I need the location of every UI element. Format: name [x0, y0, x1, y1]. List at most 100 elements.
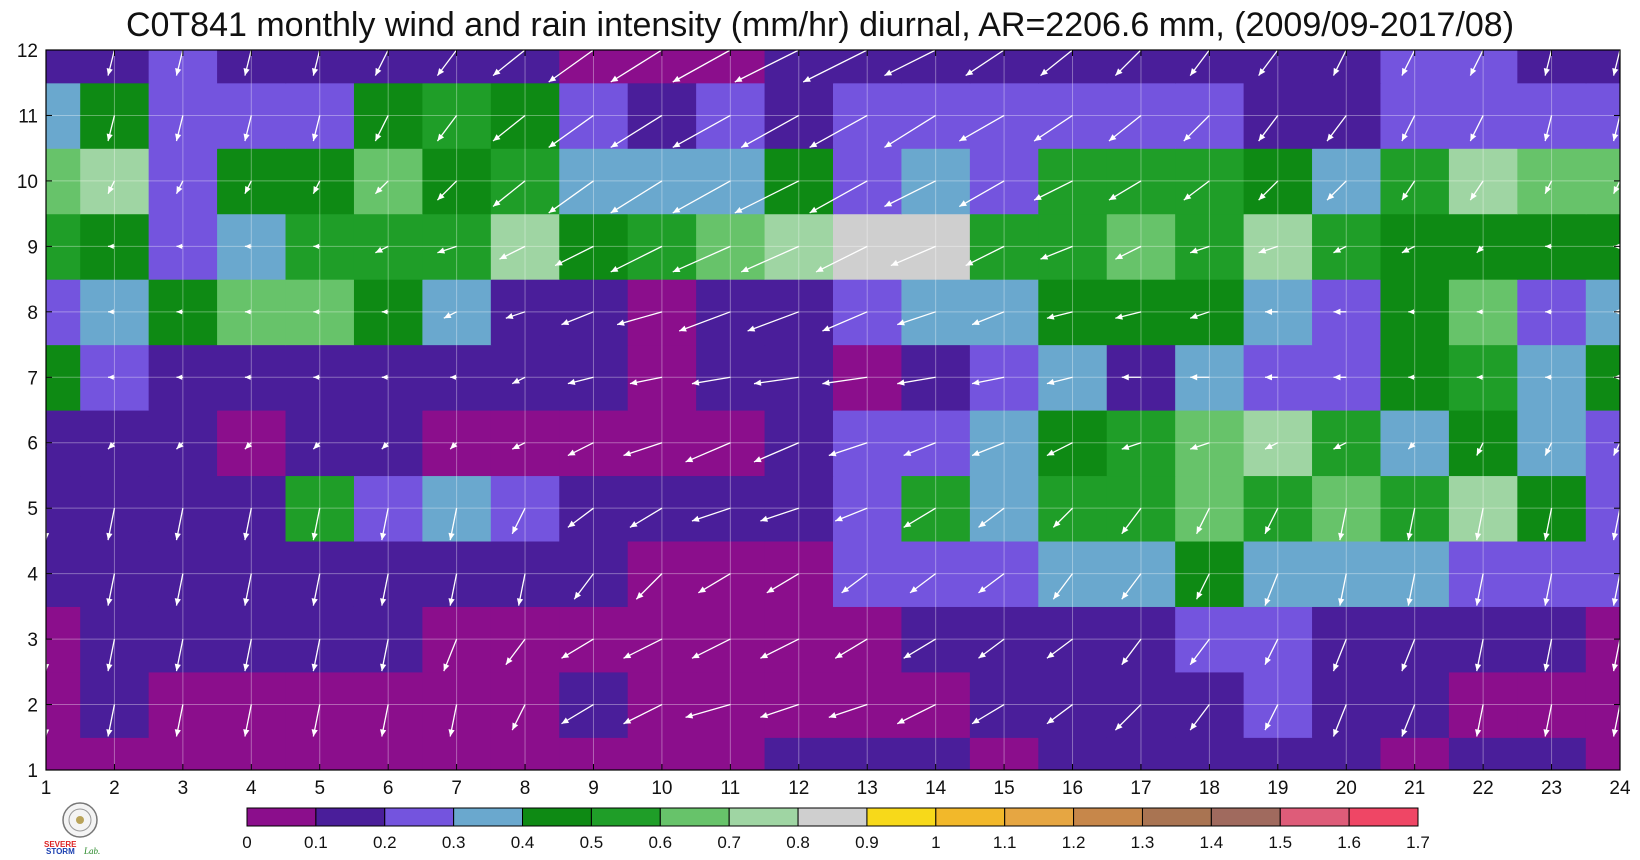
wind-arrow [567, 507, 594, 528]
intensity-cell [627, 606, 697, 673]
wind-arrow [1326, 115, 1347, 142]
colorbar-swatch [659, 807, 730, 827]
wind-arrow [903, 442, 936, 457]
colorbar-label: 1.6 [1337, 833, 1361, 852]
seal-inner-ring [68, 808, 92, 832]
intensity-cell [627, 344, 697, 411]
wind-arrow [573, 573, 594, 600]
wind-arrow [449, 441, 458, 450]
intensity-cell [1038, 82, 1108, 149]
wind-arrow [40, 309, 46, 314]
wind-arrow [561, 311, 594, 326]
wind-arrow [760, 638, 800, 659]
x-tick-label: 24 [1609, 778, 1631, 799]
wind-arrow [909, 573, 937, 594]
y-tick-label: 6 [27, 434, 38, 455]
x-tick-label: 11 [720, 778, 740, 799]
wind-arrow [1469, 115, 1484, 142]
colorbar-label: 1.2 [1062, 833, 1086, 852]
intensity-cell [1038, 344, 1108, 411]
intensity-cell [969, 671, 1039, 738]
wind-arrow [548, 180, 594, 214]
wind-arrow [1401, 638, 1416, 672]
wind-arrow [381, 441, 389, 450]
wind-arrow [958, 180, 1005, 208]
wind-arrow [623, 442, 663, 457]
wind-arrow [243, 115, 252, 142]
wind-arrow [971, 376, 1005, 386]
wind-arrow [828, 703, 868, 719]
wind-arrow [691, 638, 731, 659]
wind-arrow [1401, 115, 1416, 142]
wind-arrow [672, 50, 731, 83]
intensity-cell [1380, 344, 1450, 411]
x-tick-label: 22 [1473, 778, 1494, 799]
x-tick-label: 18 [1199, 778, 1220, 799]
intensity-cell [80, 213, 150, 280]
wind-arrow [374, 180, 389, 195]
intensity-cell [353, 344, 423, 411]
wind-arrow [1114, 50, 1142, 77]
intensity-cell [1175, 213, 1245, 280]
colorbar-swatch [1210, 807, 1281, 827]
intensity-cell [80, 279, 150, 346]
wind-arrow [635, 573, 663, 600]
intensity-cell [1448, 279, 1518, 346]
wind-arrow [174, 508, 184, 541]
intensity-cell [490, 148, 560, 215]
wind-arrow [107, 441, 116, 450]
intensity-cell [46, 737, 81, 770]
intensity-cell [1175, 344, 1245, 411]
wind-vectors [40, 50, 1620, 770]
wind-arrow [1326, 180, 1347, 201]
wind-arrow [1115, 245, 1142, 260]
colorbar-label: 1.4 [1200, 833, 1224, 852]
wind-arrow [1475, 704, 1484, 737]
wind-arrow [822, 311, 868, 332]
wind-arrow [610, 50, 663, 83]
wind-arrow [1033, 114, 1073, 142]
wind-arrow [46, 639, 50, 672]
intensity-cell [559, 410, 629, 477]
intensity-cell [696, 475, 766, 542]
intensity-cell [559, 344, 629, 411]
wind-arrow [672, 114, 731, 149]
wind-arrow [1543, 508, 1553, 541]
wind-arrow [1543, 573, 1553, 606]
intensity-cell [422, 279, 492, 346]
wind-arrow [1333, 245, 1347, 254]
wind-arrow [46, 50, 47, 53]
wind-arrow [1258, 180, 1279, 201]
intensity-cell [833, 671, 903, 738]
wind-arrow [311, 50, 321, 76]
wind-arrow [971, 311, 1005, 326]
intensity-cell [1106, 148, 1176, 215]
wind-arrow [1543, 50, 1553, 76]
x-tick-label: 9 [588, 778, 599, 799]
wind-arrow [1611, 573, 1620, 606]
wind-arrow [381, 309, 389, 315]
x-tick-label: 5 [314, 778, 325, 799]
wind-arrow [437, 245, 457, 254]
wind-arrow [802, 50, 868, 83]
colorbar-swatch [866, 807, 937, 827]
intensity-cell [901, 606, 971, 673]
wind-arrow [107, 180, 116, 194]
wind-arrow [1611, 508, 1620, 541]
wind-arrow [1033, 180, 1073, 201]
intensity-cell [627, 671, 697, 738]
wind-arrow [243, 704, 252, 737]
intensity-cell [969, 213, 1039, 280]
intensity-cell [696, 410, 766, 477]
intensity-cell [80, 344, 150, 411]
intensity-cell [969, 606, 1039, 673]
wind-arrow [1545, 243, 1552, 249]
wind-arrow [1407, 441, 1416, 450]
wind-arrow [841, 573, 868, 594]
wind-arrow [971, 442, 1005, 457]
intensity-cell [1106, 410, 1176, 477]
intensity-cell [969, 344, 1039, 411]
wind-arrow [243, 508, 252, 541]
wind-arrow [108, 309, 115, 315]
intensity-cell [1038, 148, 1108, 215]
